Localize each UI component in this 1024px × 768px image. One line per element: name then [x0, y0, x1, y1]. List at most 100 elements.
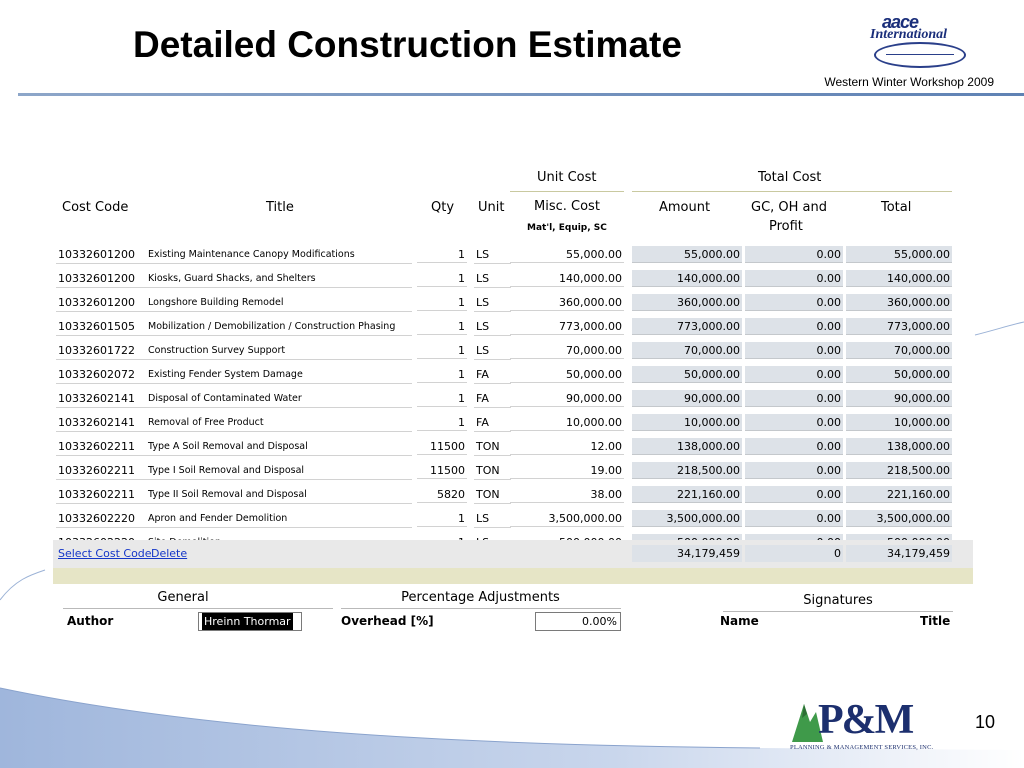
total-cell: 360,000.00	[846, 294, 952, 311]
cost-code-cell: 10332602141	[56, 390, 158, 408]
table-row[interactable]: 10332602220Site Demolition1LS500,000.005…	[53, 530, 973, 540]
amount-cell: 10,000.00	[632, 414, 742, 431]
table-row[interactable]: 10332601200 Longshore Building Remodel 1 LS…	[53, 290, 973, 314]
aace-logo-international: International	[870, 27, 948, 42]
table-row[interactable]: 10332602072 Existing Fender System Damage…	[53, 362, 973, 386]
gc-oh-profit-cell: 0.00	[745, 294, 843, 311]
title-cell: Disposal of Contaminated Water	[146, 390, 412, 408]
delete-link[interactable]: Delete	[151, 547, 188, 560]
amount-cell: 138,000.00	[632, 438, 742, 455]
gc-oh-profit-cell: 0.00	[745, 486, 843, 503]
col-header-unit: Unit	[478, 200, 505, 215]
unit-cost-cell: 140,000.00	[510, 270, 624, 287]
total-cell: 218,500.00	[846, 462, 952, 479]
qty-cell: 1	[417, 366, 467, 383]
col-header-gc-oh-profit-line2: Profit	[769, 219, 803, 234]
table-row[interactable]: 10332602220 Apron and Fender Demolition 1 L…	[53, 506, 973, 530]
sum-gc-oh-profit: 0	[745, 545, 843, 562]
qty-cell: 1	[417, 390, 467, 407]
cost-code-cell: 10332601200	[56, 294, 158, 312]
unit-cost-cell: 55,000.00	[510, 246, 624, 263]
table-row[interactable]: 10332602141 Disposal of Contaminated Wate…	[53, 386, 973, 410]
signatures-rule	[723, 611, 953, 612]
pm-logo-text: P&M	[818, 697, 914, 743]
title-cell: Longshore Building Remodel	[146, 294, 412, 312]
amount-cell: 140,000.00	[632, 270, 742, 287]
table-row[interactable]: 10332601505 Mobilization / Demobilization…	[53, 314, 973, 338]
total-cell: 10,000.00	[846, 414, 952, 431]
col-header-gc-oh-profit-line1: GC, OH and	[751, 200, 828, 215]
qty-cell: 1	[417, 414, 467, 431]
aace-international-logo: aace International	[866, 12, 976, 72]
aace-logo-word: aace	[882, 12, 919, 32]
qty-cell: 5820	[417, 486, 467, 503]
qty-cell: 1	[417, 510, 467, 527]
gc-oh-profit-cell: 0.00	[745, 342, 843, 359]
total-cell: 55,000.00	[846, 246, 952, 263]
title-cell: Kiosks, Guard Shacks, and Shelters	[146, 270, 412, 288]
amount-cell: 500,000.00	[632, 534, 742, 540]
author-label: Author	[67, 614, 114, 628]
table-row[interactable]: 10332602211 Type I Soil Removal and Dispo…	[53, 458, 973, 482]
unit-cell: TON	[474, 438, 511, 456]
overhead-input[interactable]: 0.00%	[535, 612, 621, 631]
gc-oh-profit-cell: 0.00	[745, 534, 843, 540]
table-row[interactable]: 10332602211 Type II Soil Removal and Disp…	[53, 482, 973, 506]
unit-cell: LS	[474, 534, 511, 540]
title-cell: Existing Maintenance Canopy Modification…	[146, 246, 412, 264]
title-cell: Mobilization / Demobilization / Construc…	[146, 318, 412, 336]
amount-cell: 90,000.00	[632, 390, 742, 407]
amount-cell: 50,000.00	[632, 366, 742, 383]
slide-title: Detailed Construction Estimate	[133, 24, 682, 65]
unit-cell: FA	[474, 366, 511, 384]
table-row[interactable]: 10332601722 Construction Survey Support 1 L…	[53, 338, 973, 362]
bottom-wave-decoration	[0, 687, 1024, 768]
unit-cost-cell: 70,000.00	[510, 342, 624, 359]
unit-cell: TON	[474, 486, 511, 504]
col-header-amount: Amount	[659, 200, 711, 215]
cost-code-cell: 10332602211	[56, 486, 158, 504]
author-input[interactable]: Hreinn Thormar	[198, 612, 302, 631]
cost-code-cell: 10332602211	[56, 438, 158, 456]
unit-cost-cell: 38.00	[510, 486, 624, 503]
percentage-adjustments-rule	[341, 608, 621, 609]
select-cost-code-link[interactable]: Select Cost Code	[58, 547, 152, 560]
gc-oh-profit-cell: 0.00	[745, 414, 843, 431]
amount-cell: 70,000.00	[632, 342, 742, 359]
title-cell: Existing Fender System Damage	[146, 366, 412, 384]
signature-name-label: Name	[720, 614, 759, 628]
overhead-label: Overhead [%]	[341, 614, 434, 628]
gc-oh-profit-cell: 0.00	[745, 462, 843, 479]
total-cell: 140,000.00	[846, 270, 952, 287]
unit-cell: LS	[474, 270, 511, 288]
total-cell: 773,000.00	[846, 318, 952, 335]
table-row[interactable]: 10332602211 Type A Soil Removal and Dispo…	[53, 434, 973, 458]
signatures-header: Signatures	[803, 593, 873, 608]
total-cell: 500,000.00	[846, 534, 952, 540]
table-row[interactable]: 10332602141 Removal of Free Product 1 FA 10,…	[53, 410, 973, 434]
col-header-misc-cost: Misc. Cost	[534, 199, 600, 214]
pm-logo: P&M PLANNING & MANAGEMENT SERVICES, INC.	[790, 696, 940, 754]
table-row[interactable]: 10332601200 Kiosks, Guard Shacks, and She…	[53, 266, 973, 290]
qty-cell: 1	[417, 342, 467, 359]
cost-code-cell: 10332601505	[56, 318, 158, 336]
table-row[interactable]: 10332601200 Existing Maintenance Canopy M…	[53, 242, 973, 266]
title-rule	[18, 93, 1024, 96]
signature-title-label: Title	[920, 614, 951, 628]
grid-bottom-bar	[53, 568, 973, 584]
gc-oh-profit-cell: 0.00	[745, 318, 843, 335]
amount-cell: 218,500.00	[632, 462, 742, 479]
unit-cell: TON	[474, 462, 511, 480]
percentage-adjustments-header: Percentage Adjustments	[401, 590, 560, 605]
page-number: 10	[975, 712, 996, 732]
sum-amount: 34,179,459	[632, 545, 742, 562]
cost-code-cell: 10332602220	[56, 510, 158, 528]
estimate-grid: Unit Cost Total Cost Cost Code Title Qty…	[53, 160, 973, 584]
total-cell: 90,000.00	[846, 390, 952, 407]
qty-cell: 11500	[417, 438, 467, 455]
unit-cell: LS	[474, 246, 511, 264]
unit-cell: LS	[474, 318, 511, 336]
qty-cell: 1	[417, 318, 467, 335]
gc-oh-profit-cell: 0.00	[745, 246, 843, 263]
title-cell: Type I Soil Removal and Disposal	[146, 462, 412, 480]
